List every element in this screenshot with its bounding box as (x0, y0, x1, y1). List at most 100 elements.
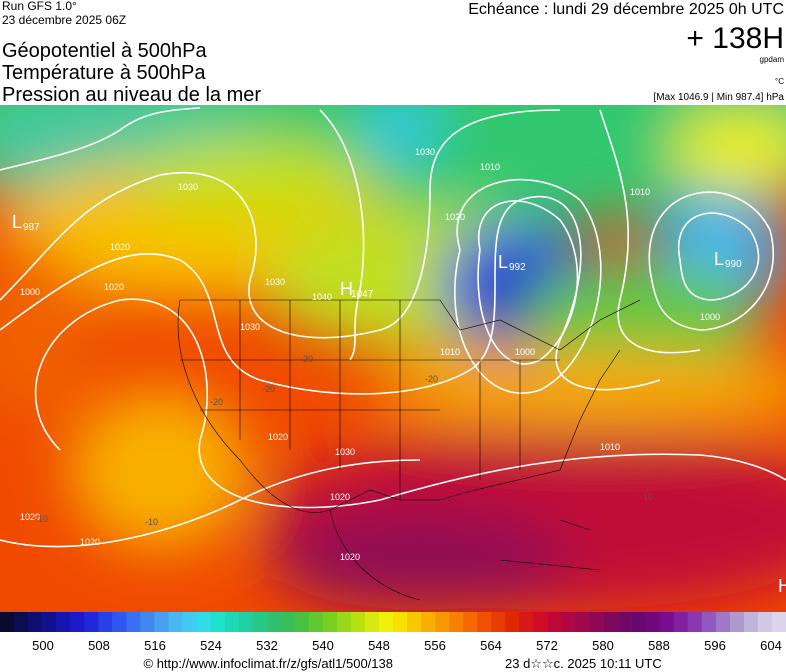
temperature-label: -20 (210, 397, 223, 407)
isobar-label: 1000 (700, 312, 720, 322)
colorbar-swatch (182, 612, 197, 632)
colorbar-swatch (168, 612, 183, 632)
colorbar-swatch (603, 612, 618, 632)
colorbar-swatch (280, 612, 296, 632)
colorbar-swatch (561, 612, 576, 632)
unit-temp: °C (775, 77, 784, 86)
isobar-label: 1010 (440, 347, 460, 357)
colorbar-swatch (393, 612, 408, 632)
colorbar-swatch (14, 612, 29, 632)
colorbar-tick-label: 588 (648, 638, 670, 653)
colorbar: 500 508 516 524 532 540 548 556 564 572 580 588 596 6… (0, 612, 786, 653)
colorbar-tick-label: 500 (32, 638, 54, 653)
center-value: 990 (725, 259, 742, 270)
colorbar-swatch (421, 612, 436, 632)
colorbar-tick-label: 556 (424, 638, 446, 653)
colorbar-swatch (364, 612, 380, 632)
colorbar-swatch (771, 612, 786, 632)
isobar-label: 1020 (110, 242, 130, 252)
colorbar-tick-label: 532 (256, 638, 278, 653)
colorbar-tick-label: 572 (536, 638, 558, 653)
colorbar-tick-label: 580 (592, 638, 614, 653)
colorbar-swatch (505, 612, 520, 632)
isobar-label: 1020 (80, 537, 100, 547)
center-value: 987 (23, 222, 40, 233)
temperature-label: -20 (300, 354, 313, 364)
colorbar-tick-label: 524 (200, 638, 222, 653)
colorbar-swatch (266, 612, 282, 632)
temperature-label: -10 (640, 492, 653, 502)
run-date: 23 décembre 2025 06Z (2, 13, 126, 27)
temperature-label: -10 (145, 517, 158, 527)
center-letter: H (778, 576, 786, 596)
center-value: 992 (509, 262, 526, 273)
title-line: Pression au niveau de la mer (2, 84, 261, 106)
colorbar-swatch (140, 612, 155, 632)
colorbar-swatch (42, 612, 57, 632)
isobar-label: 1020 (330, 492, 350, 502)
colorbar-swatch (435, 612, 450, 632)
colorbar-swatch (322, 612, 338, 632)
isobar-label: 1030 (240, 322, 260, 332)
pressure-range: [Max 1046.9 | Min 987.4] hPa (654, 92, 785, 103)
colorbar-swatch (0, 612, 15, 632)
unit-geo: gpdam (760, 55, 785, 64)
colorbar-swatch (210, 612, 225, 632)
colorbar-swatch (28, 612, 43, 632)
colorbar-tick-label: 596 (704, 638, 726, 653)
colorbar-tick-label: 604 (760, 638, 782, 653)
colorbar-swatch (238, 612, 253, 632)
colorbar-swatch (701, 612, 717, 632)
echeance: Echéance : lundi 29 décembre 2025 0h UTC (468, 1, 784, 18)
isobars (0, 107, 786, 548)
colorbar-swatch (477, 612, 492, 632)
colorbar-swatch (715, 612, 731, 632)
colorbar-swatch (407, 612, 422, 632)
temperature-label: -20 (262, 384, 275, 394)
colorbar-swatch (463, 612, 478, 632)
colorbar-swatch (687, 612, 703, 632)
title-line: Géopotentiel à 500hPa (2, 40, 207, 62)
colorbar-swatch (294, 612, 310, 632)
title-line: Température à 500hPa (2, 62, 206, 84)
colorbar-swatch (224, 612, 239, 632)
isobar-label: 1010 (630, 187, 650, 197)
isobar-label: 1030 (415, 147, 435, 157)
isobar-label: 1030 (335, 447, 355, 457)
footer-time: 23 d☆☆c. 2025 10:11 UTC (505, 656, 662, 671)
colorbar-swatch (575, 612, 590, 632)
center-letter: L (498, 252, 508, 272)
center-letter: L (714, 249, 724, 269)
run-label: Run GFS 1.0° (2, 0, 77, 13)
isobar-label: 1030 (265, 277, 285, 287)
colorbar-swatch (154, 612, 169, 632)
temperature-label: -10 (35, 514, 48, 524)
colorbar-swatch (757, 612, 773, 632)
colorbar-swatch (519, 612, 534, 632)
center-letter: H (340, 279, 353, 299)
colorbar-swatch (645, 612, 660, 632)
colorbar-tick-label: 540 (312, 638, 334, 653)
temperature-field (0, 105, 786, 610)
colorbar-swatch (196, 612, 211, 632)
colorbar-swatch (336, 612, 352, 632)
colorbar-swatch (659, 612, 675, 632)
isobar-label: 1020 (268, 432, 288, 442)
colorbar-tick-label: 548 (368, 638, 390, 653)
colorbar-tick-label: 516 (144, 638, 166, 653)
colorbar-swatch (308, 612, 324, 632)
isobar-label: 1020 (104, 282, 124, 292)
isobar-label: 1010 (600, 442, 620, 452)
isobar-label: 1020 (340, 552, 360, 562)
colorbar-swatch (378, 612, 394, 632)
colorbar-swatch (631, 612, 646, 632)
temperature-label: -20 (425, 374, 438, 384)
colorbar-swatch (70, 612, 85, 632)
colorbar-swatch (491, 612, 506, 632)
colorbar-swatch (112, 612, 127, 632)
isobar-label: 1040 (312, 292, 332, 302)
colorbar-swatch (547, 612, 562, 632)
isobar-label: 1000 (20, 287, 40, 297)
colorbar-swatch (98, 612, 113, 632)
